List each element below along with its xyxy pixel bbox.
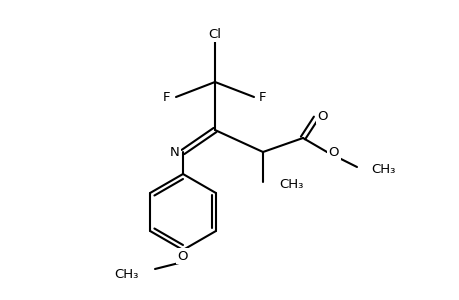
Text: CH₃: CH₃	[114, 268, 139, 281]
Text: N: N	[170, 146, 179, 158]
Text: Cl: Cl	[208, 28, 221, 40]
Text: O: O	[317, 110, 328, 122]
Text: CH₃: CH₃	[370, 163, 395, 176]
Text: F: F	[163, 91, 170, 103]
Text: O: O	[177, 250, 188, 262]
Text: F: F	[259, 91, 266, 103]
Text: CH₃: CH₃	[279, 178, 303, 190]
Text: O: O	[328, 146, 339, 158]
